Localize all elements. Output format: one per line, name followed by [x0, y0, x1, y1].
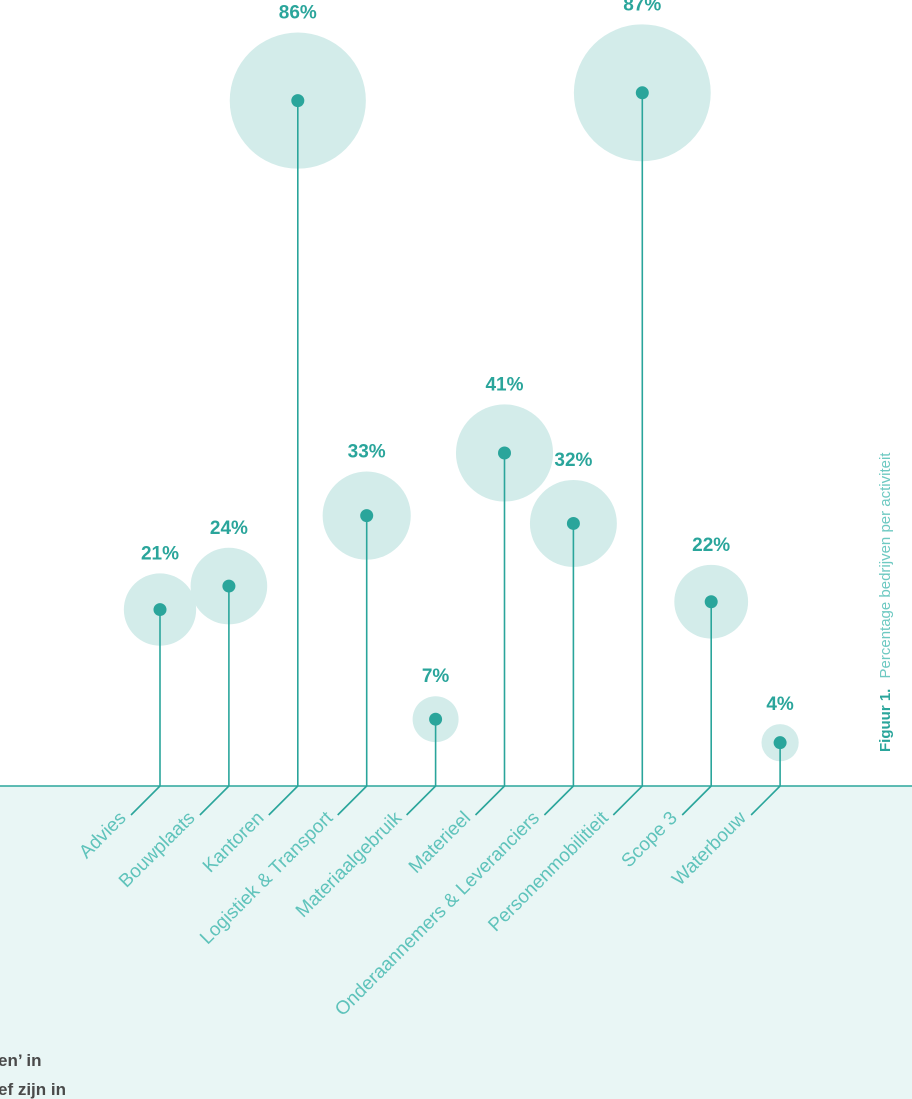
point-9	[773, 736, 787, 750]
tick-8	[681, 785, 712, 816]
point-7	[635, 86, 649, 100]
tick-4	[406, 785, 437, 816]
tick-2	[268, 785, 299, 816]
figure-caption: Figuur 1. Percentage bedrijven per activ…	[877, 452, 894, 752]
value-label-4: 7%	[422, 666, 450, 687]
value-label-0: 21%	[141, 543, 179, 564]
value-label-1: 24%	[210, 518, 248, 539]
value-label-9: 4%	[766, 694, 794, 715]
value-label-3: 33%	[348, 442, 386, 463]
point-0	[153, 603, 167, 617]
value-label-6: 32%	[554, 450, 592, 471]
tick-5	[474, 785, 506, 816]
point-3	[360, 509, 374, 523]
tick-9	[750, 785, 781, 816]
tick-6	[543, 785, 574, 816]
bottom-panel	[0, 786, 912, 1099]
tick-0	[130, 785, 161, 816]
body-text-line-1: en’ in	[0, 1051, 41, 1070]
value-label-7: 87%	[623, 0, 661, 15]
point-8	[704, 595, 718, 609]
tick-3	[337, 785, 368, 816]
point-4	[429, 712, 443, 726]
body-text-line-2: ef zijn in	[0, 1080, 66, 1099]
value-label-5: 41%	[485, 374, 523, 395]
tick-7	[612, 785, 643, 816]
point-2	[291, 94, 305, 108]
point-6	[566, 516, 580, 530]
point-1	[222, 579, 236, 593]
figure-caption-text: Percentage bedrijven per activiteit	[877, 452, 894, 679]
figure-caption-label: Figuur 1.	[877, 689, 894, 752]
tick-1	[199, 785, 230, 816]
value-label-2: 86%	[279, 3, 317, 24]
point-5	[498, 446, 511, 460]
value-label-8: 22%	[692, 535, 730, 556]
